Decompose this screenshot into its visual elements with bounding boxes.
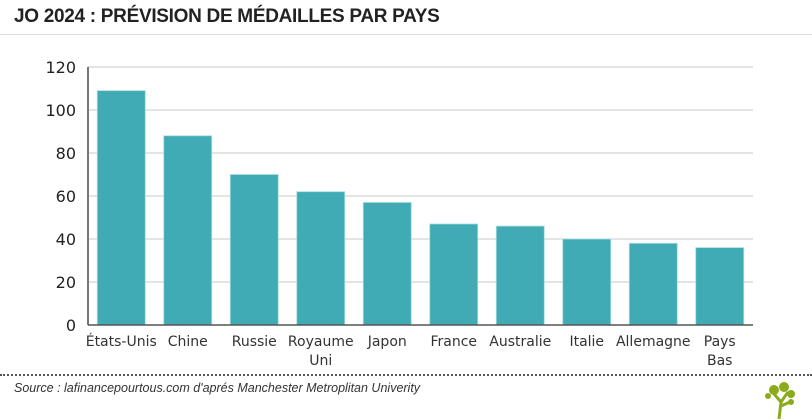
bar-chart: 0 20 40 60 80 100 120 États-Unis Chine Russie Roya… [45, 58, 753, 369]
x-tick-label: Italie [569, 334, 604, 350]
x-tick-label: Chine [168, 334, 208, 350]
y-tick-label: 80 [56, 144, 76, 163]
divider [0, 34, 812, 35]
y-tick-label: 60 [56, 187, 76, 206]
source-note: Source : lafinancepourtous.com d'aprés M… [14, 381, 421, 395]
dotted-divider [0, 374, 812, 376]
x-tick-label: Allemagne [616, 334, 691, 350]
bar [429, 223, 479, 326]
bar [562, 238, 612, 326]
x-tick-label: France [430, 334, 477, 350]
y-tick-label: 120 [45, 58, 76, 77]
bar [628, 242, 678, 326]
y-tick-label: 40 [56, 230, 76, 249]
bar [96, 90, 146, 326]
chart-title: JO 2024 : PRÉVISION DE MÉDAILLES PAR PAY… [14, 6, 440, 27]
bar [362, 202, 412, 326]
x-tick-label: Russie [232, 334, 277, 350]
tree-logo-icon [765, 382, 795, 420]
y-tick-label: 20 [56, 273, 76, 292]
x-tick-label: Pays Bas [704, 334, 736, 369]
bar [495, 225, 545, 326]
x-tick-label: États-Unis [86, 333, 157, 350]
bar [296, 191, 346, 326]
bar [695, 247, 745, 326]
x-tick-label: Japon [367, 334, 407, 350]
y-tick-label: 0 [66, 316, 76, 335]
bar [163, 135, 213, 326]
x-tick-label: Royaume Uni [288, 334, 354, 369]
y-tick-label: 100 [45, 101, 76, 120]
bar [229, 174, 279, 326]
x-tick-label: Australie [489, 334, 551, 350]
